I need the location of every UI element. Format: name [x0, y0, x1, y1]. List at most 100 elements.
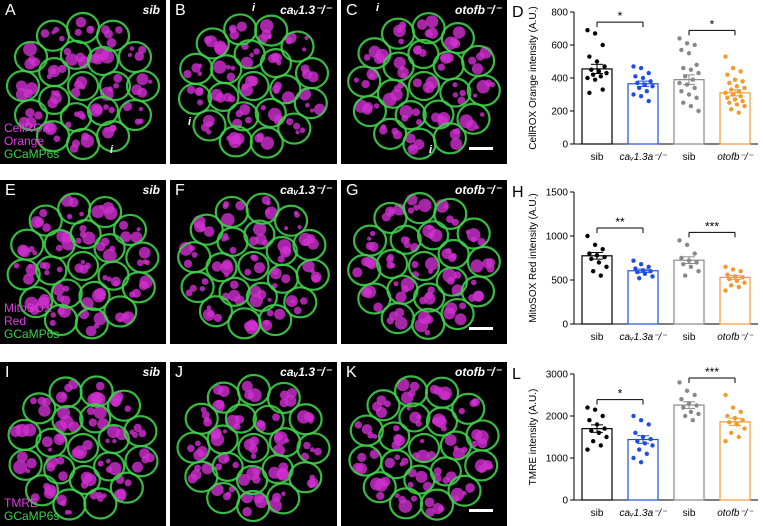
data-point	[727, 80, 732, 86]
y-axis-label: MitoSOX Red intensity (A.U.)	[528, 193, 539, 322]
y-axis-label: TMRE intensity (A.U.)	[528, 389, 539, 486]
data-point	[727, 420, 732, 425]
data-point	[631, 64, 636, 69]
data-point	[594, 59, 600, 64]
data-point	[696, 269, 701, 274]
y-axis-label: CellROX Orange intensity (A.U.)	[528, 6, 539, 149]
data-point	[637, 85, 642, 91]
data-point	[694, 95, 699, 101]
significance-label: ***	[705, 365, 719, 379]
data-point	[681, 65, 686, 71]
data-point	[732, 274, 738, 279]
bar	[627, 438, 659, 501]
data-point	[631, 455, 636, 461]
panel-label: J	[175, 364, 183, 381]
data-point	[738, 69, 743, 74]
data-point	[681, 100, 686, 105]
panel-label: L	[512, 366, 521, 383]
y-tick-label: 1000	[546, 232, 569, 243]
x-tick-label: otofb⁻/⁻	[717, 332, 753, 343]
data-point	[736, 434, 741, 440]
x-tick-label: otofb⁻/⁻	[717, 508, 753, 519]
y-tick-label: 800	[551, 8, 568, 19]
stain-legend: TMRE GCaMP6s	[4, 497, 59, 523]
data-point	[679, 255, 684, 261]
x-tick-label: sib	[683, 508, 696, 519]
data-point	[633, 74, 638, 79]
data-point	[729, 87, 734, 92]
x-tick-label: caᵥ1.3a⁻/⁻	[620, 152, 668, 163]
data-point	[723, 54, 728, 59]
data-point	[644, 451, 649, 456]
y-tick-label: 0	[562, 496, 568, 507]
data-point	[650, 443, 655, 448]
data-point	[598, 74, 603, 79]
y-tick-label: 1000	[546, 454, 569, 465]
data-point	[633, 430, 638, 435]
data-point	[730, 405, 736, 410]
data-point	[677, 380, 682, 385]
stain-legend: CellROX Orange GCaMP6s	[4, 122, 59, 161]
data-point	[688, 264, 694, 269]
data-point	[598, 273, 603, 278]
data-point	[686, 401, 692, 406]
chart-d: CellROX Orange intensity (A.U.) 0 200 400 60…	[528, 6, 758, 163]
data-point	[604, 434, 609, 440]
panel-c: C otofb⁻/⁻ i i	[341, 0, 507, 164]
genotype-label: sib	[142, 365, 160, 379]
panel-b: B caᵥ1.3⁻/⁻ i i	[170, 0, 337, 164]
data-point	[638, 261, 644, 267]
data-point	[592, 407, 598, 412]
data-point	[592, 31, 598, 36]
panel-i: I sib TMRE GCaMP6s	[0, 362, 166, 526]
data-point	[740, 418, 745, 423]
data-point	[589, 428, 594, 433]
tmre-image	[348, 375, 500, 521]
panel-label: B	[175, 2, 186, 19]
data-point	[602, 254, 607, 260]
data-point	[585, 75, 590, 81]
genotype-label: sib	[142, 183, 160, 197]
mitosox-image	[177, 192, 330, 340]
data-point	[692, 251, 697, 256]
data-point	[587, 418, 592, 423]
data-point	[589, 67, 594, 72]
data-point	[723, 264, 728, 269]
data-point	[688, 103, 694, 109]
data-point	[592, 242, 598, 247]
data-point	[734, 84, 740, 89]
data-point	[725, 272, 730, 277]
data-point	[648, 436, 653, 442]
cellrox-image	[5, 11, 161, 161]
stain-magenta-line1: CellROX	[4, 121, 51, 135]
data-point	[742, 103, 747, 109]
data-point	[723, 392, 728, 398]
genotype-label: caᵥ1.3⁻/⁻	[280, 3, 331, 17]
y-tick-label: 500	[551, 276, 568, 287]
data-point	[684, 41, 690, 46]
data-point	[650, 274, 655, 279]
y-tick-label: 2000	[546, 412, 569, 423]
data-point	[742, 85, 747, 91]
data-point	[587, 54, 592, 59]
data-point	[635, 80, 640, 86]
data-point	[738, 269, 743, 274]
stain-magenta-line2: Orange	[4, 134, 45, 148]
y-tick-label: 1500	[546, 188, 569, 199]
x-tick-label: sib	[683, 332, 696, 343]
stain-green: GCaMP6s	[4, 509, 60, 523]
data-point	[592, 77, 598, 82]
data-point	[637, 276, 642, 281]
data-point	[732, 97, 738, 102]
data-point	[600, 413, 605, 419]
data-point	[677, 80, 682, 86]
data-point	[585, 27, 590, 33]
data-point	[740, 79, 745, 84]
data-point	[631, 258, 636, 263]
data-point	[730, 267, 736, 272]
data-point	[736, 110, 741, 115]
data-point	[589, 256, 594, 262]
data-point	[725, 413, 730, 419]
data-point	[591, 269, 596, 274]
marker-label: i	[252, 2, 256, 14]
